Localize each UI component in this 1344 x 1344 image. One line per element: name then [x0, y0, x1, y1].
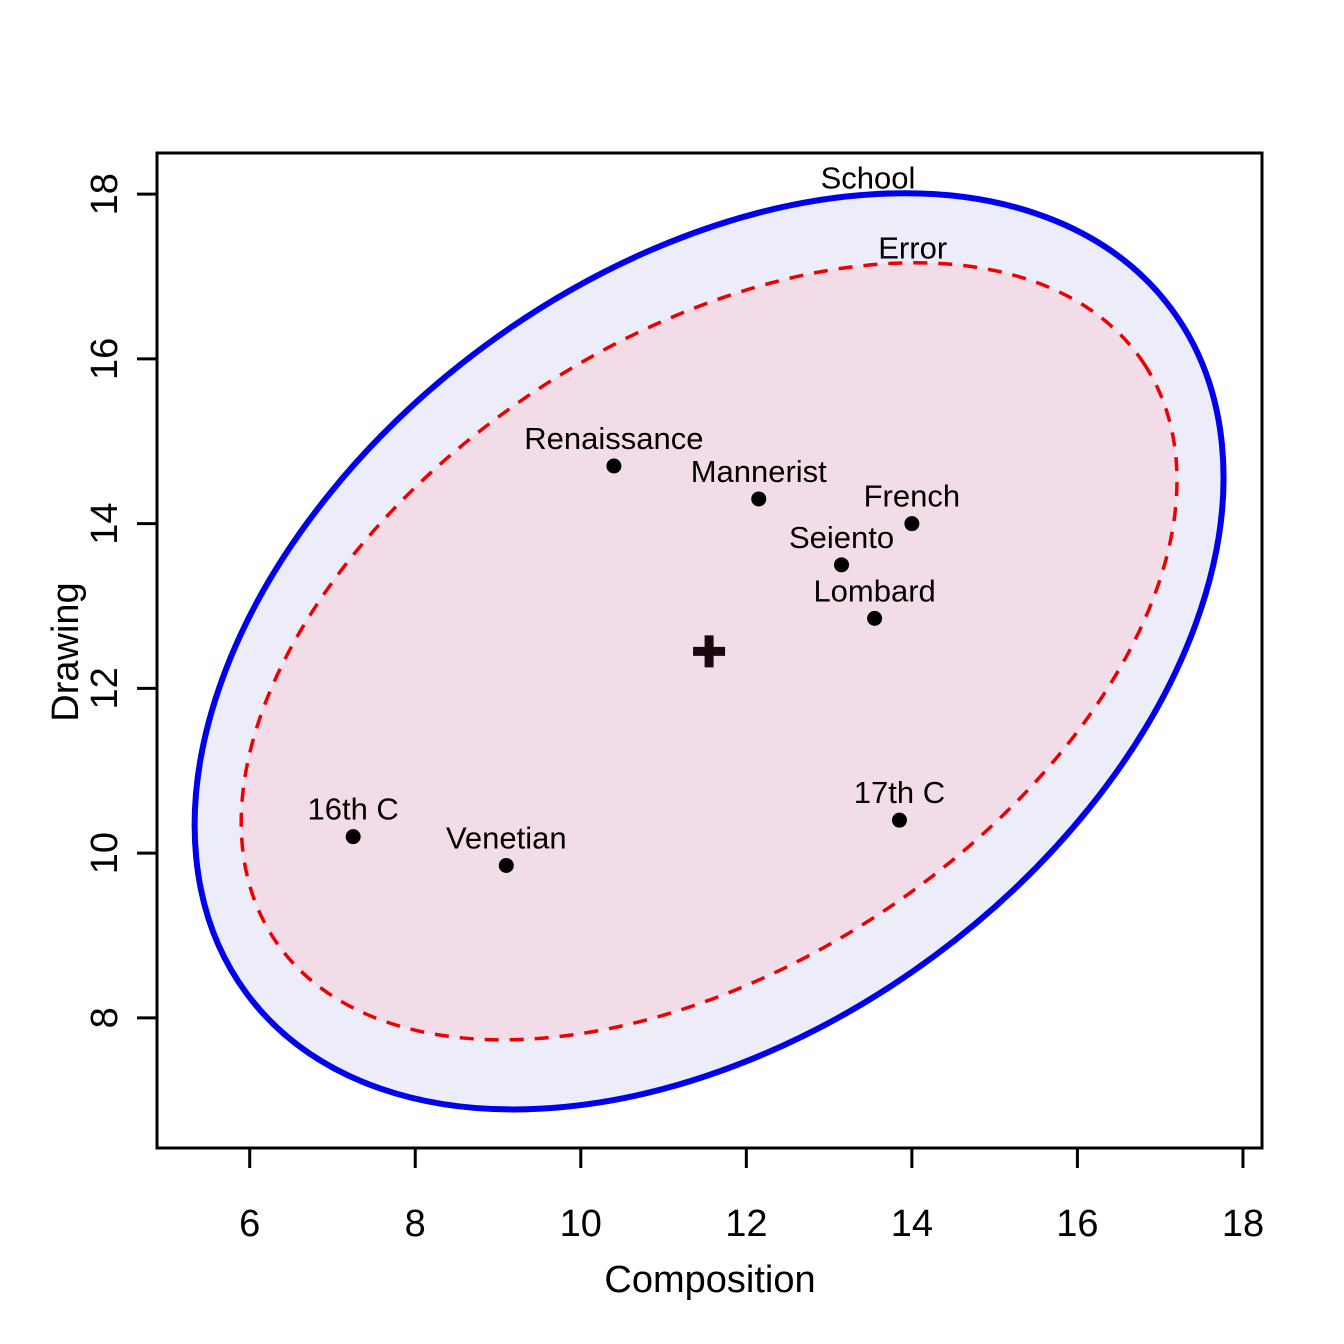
point-label-17th-c: 17th C: [854, 775, 945, 810]
x-tick-label: 6: [239, 1203, 260, 1245]
point-label-renaissance: Renaissance: [524, 421, 703, 456]
y-tick-label: 10: [84, 832, 126, 874]
y-tick-label: 18: [84, 173, 126, 215]
data-point-mannerist: [751, 491, 767, 507]
y-tick-label: 14: [84, 503, 126, 545]
y-axis-title: Drawing: [45, 582, 87, 721]
point-label-french: French: [864, 479, 960, 514]
x-tick-label: 10: [560, 1203, 602, 1245]
ellipse-layer: [191, 190, 1227, 1113]
point-label-16th-c: 16th C: [307, 792, 398, 827]
y-tick-label: 16: [84, 338, 126, 380]
ellipse-label-layer: School Error: [821, 160, 948, 265]
x-axis-title: Composition: [604, 1259, 815, 1301]
centroid-layer: [693, 635, 726, 668]
ellipse-label-school: School: [821, 160, 916, 195]
x-tick-label: 12: [725, 1203, 767, 1245]
x-tick-label: 16: [1056, 1203, 1098, 1245]
x-tick-label: 18: [1222, 1203, 1264, 1245]
data-point-17th-c: [891, 812, 907, 828]
y-axis: 8 10 12 14 16 18: [84, 173, 157, 1028]
x-tick-label: 8: [405, 1203, 426, 1245]
point-label-lombard: Lombard: [813, 573, 935, 608]
data-point-venetian: [498, 857, 514, 873]
y-tick-label: 12: [84, 667, 126, 709]
y-tick-label: 8: [84, 1007, 126, 1028]
point-label-venetian: Venetian: [446, 820, 567, 855]
ellipse-label-error: Error: [878, 230, 947, 265]
x-axis: 6 8 10 12 14 16 18: [239, 1148, 1264, 1245]
x-tick-label: 14: [891, 1203, 933, 1245]
point-label-seiento: Seiento: [789, 520, 894, 555]
point-label-mannerist: Mannerist: [691, 454, 827, 489]
data-point-seiento: [834, 557, 850, 573]
plot-box: [155, 151, 1264, 1150]
data-point-lombard: [867, 610, 883, 626]
data-point-16th-c: [345, 829, 361, 845]
data-point-renaissance: [606, 458, 622, 474]
data-point-french: [904, 516, 920, 532]
